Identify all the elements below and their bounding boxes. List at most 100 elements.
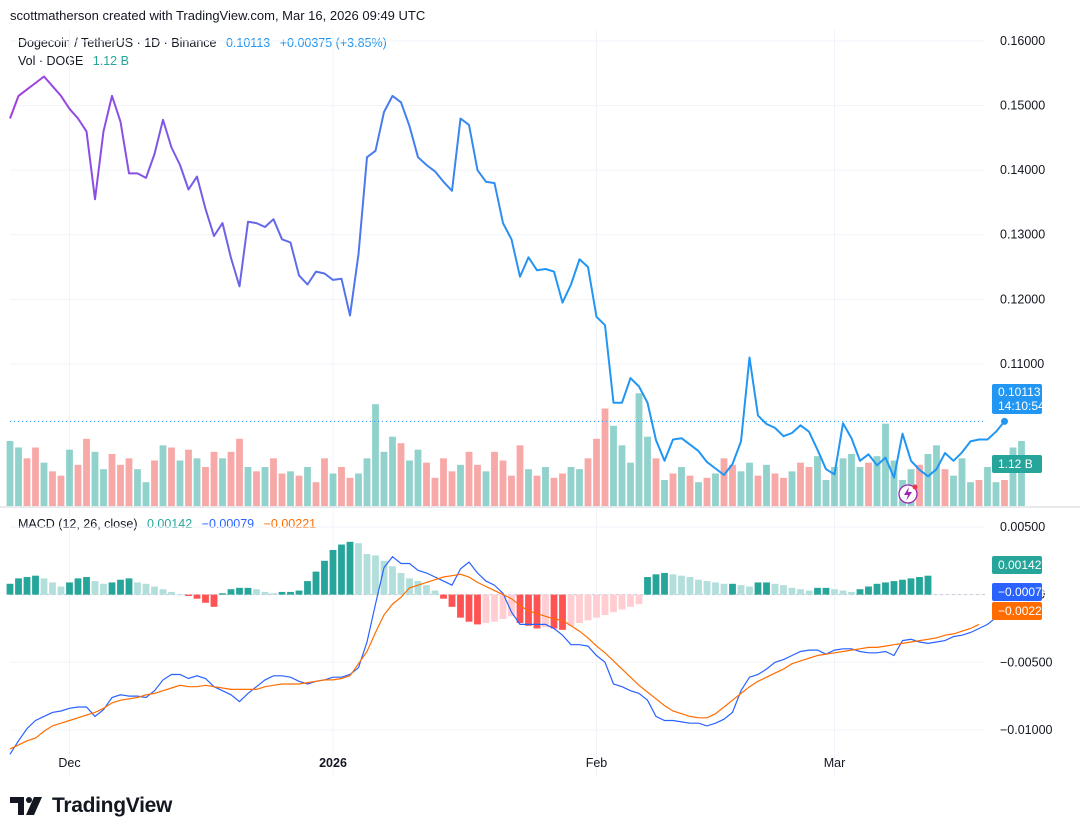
macd-histogram-bar — [83, 577, 90, 595]
volume-bar — [389, 436, 396, 506]
macd-histogram-bar — [916, 577, 923, 595]
macd-histogram-bar — [414, 581, 422, 595]
volume-bar — [465, 451, 473, 506]
volume-bar — [644, 436, 651, 506]
macd-histogram-bar — [865, 586, 872, 595]
volume-bar — [559, 473, 566, 506]
volume-bar — [202, 467, 209, 506]
macd-legend[interactable]: MACD (12, 26, close) 0.00142 −0.00079 −0… — [18, 517, 322, 531]
macd-histogram-bar — [406, 578, 413, 595]
signal-line — [9, 573, 980, 750]
macd-histogram-bar — [797, 589, 804, 595]
volume-bar — [618, 445, 626, 506]
macd-histogram-bar — [321, 560, 328, 595]
macd-histogram-bar — [491, 594, 498, 622]
volume-bar — [440, 458, 447, 506]
macd-histogram-bar — [465, 594, 473, 622]
macd-histogram-bar — [185, 594, 192, 596]
macd-histogram-bar — [882, 582, 889, 595]
macd-histogram-bar — [712, 582, 719, 595]
volume-bar — [474, 464, 481, 506]
macd-histogram-bar — [108, 582, 116, 595]
volume-bar — [712, 473, 719, 506]
macd-histogram-bar — [890, 581, 898, 595]
tradingview-logo-icon — [10, 797, 42, 815]
macd-histogram-bar — [474, 594, 481, 625]
macd-hist-badge: 0.00142 — [992, 556, 1042, 574]
macd-histogram-bar — [15, 578, 22, 595]
macd-histogram-bar — [202, 594, 209, 603]
volume-bar — [933, 445, 940, 506]
macd-histogram-bar — [899, 579, 906, 595]
macd-histogram-bar — [508, 594, 515, 617]
macd-histogram-bar — [457, 594, 464, 618]
volume-bar — [6, 441, 14, 506]
volume-bar — [839, 458, 847, 506]
volume-bar — [516, 445, 524, 506]
volume-bar — [236, 438, 243, 506]
volume-bar — [831, 467, 838, 506]
macd-histogram-bar — [907, 578, 915, 595]
price-axis-label: 0.12000 — [1000, 292, 1045, 306]
volume-bar — [431, 477, 439, 506]
volume-bar — [856, 467, 864, 506]
volume-bar — [74, 464, 82, 506]
macd-histogram-bar — [227, 589, 235, 595]
volume-bar — [848, 454, 855, 506]
volume-bar — [610, 425, 617, 506]
volume-bar — [219, 458, 226, 506]
volume-bar — [1018, 441, 1025, 506]
macd-histogram-bar — [6, 583, 14, 595]
volume-bar — [958, 458, 966, 506]
volume-bar — [117, 464, 124, 506]
volume-bar — [448, 471, 456, 506]
volume-bar — [729, 464, 736, 506]
volume-bar — [661, 480, 668, 506]
volume-bar — [23, 458, 31, 506]
macd-histogram-bar — [831, 589, 838, 595]
volume-bar — [295, 475, 303, 506]
volume-bar — [380, 451, 388, 506]
volume-bar — [57, 475, 65, 506]
volume-bar — [822, 480, 830, 506]
macd-histogram-bar — [125, 578, 133, 595]
tradingview-logo[interactable]: TradingView — [10, 794, 172, 818]
macd-histogram-bar — [601, 594, 609, 615]
macd-histogram-bar — [304, 581, 311, 595]
macd-histogram-bar — [210, 594, 218, 607]
price-badge-value: 0.10113 — [998, 385, 1041, 399]
volume-legend[interactable]: Vol · DOGE 1.12 B — [18, 54, 135, 68]
price-badge: 0.10113 14:10:54 — [992, 384, 1045, 414]
volume-bar — [397, 443, 405, 506]
volume-bar — [83, 438, 90, 506]
macd-histogram-bar — [100, 583, 107, 595]
macd-histogram-bar — [618, 594, 626, 610]
volume-bar — [270, 458, 277, 506]
macd-histogram-bar — [49, 582, 56, 595]
volume-bar — [499, 460, 507, 506]
volume-bar — [890, 460, 898, 506]
volume-bar — [321, 458, 328, 506]
volume-bar — [372, 404, 379, 506]
alert-bolt-icon — [904, 487, 912, 501]
price-axis-label: 0.11000 — [1000, 357, 1044, 371]
macd-histogram-bar — [338, 544, 345, 595]
macd-histogram-bar — [661, 572, 668, 595]
volume-bar — [406, 460, 413, 506]
macd-histogram-bar — [372, 555, 379, 595]
macd-histogram-bar — [270, 593, 277, 595]
macd-axis-label: 0.00500 — [1000, 520, 1045, 534]
symbol-title: Dogecoin / TetherUS · 1D · Binance — [18, 36, 217, 50]
price-axis-label: 0.13000 — [1000, 228, 1045, 242]
price-series — [9, 75, 1008, 479]
time-axis-label: Mar — [824, 756, 846, 770]
macd-histogram-bar — [389, 566, 396, 595]
volume-bar — [134, 469, 141, 506]
volume-bar — [525, 469, 532, 506]
macd-histogram-bar — [576, 594, 583, 624]
volume-bar — [49, 471, 56, 506]
macd-histogram-bar — [40, 578, 48, 595]
volume-bar — [720, 458, 728, 506]
macd-histogram-bar — [32, 575, 39, 595]
chart-canvas[interactable]: 0.16000 0.15000 0.14000 0.13000 0.12000 0.110… — [0, 0, 1080, 790]
